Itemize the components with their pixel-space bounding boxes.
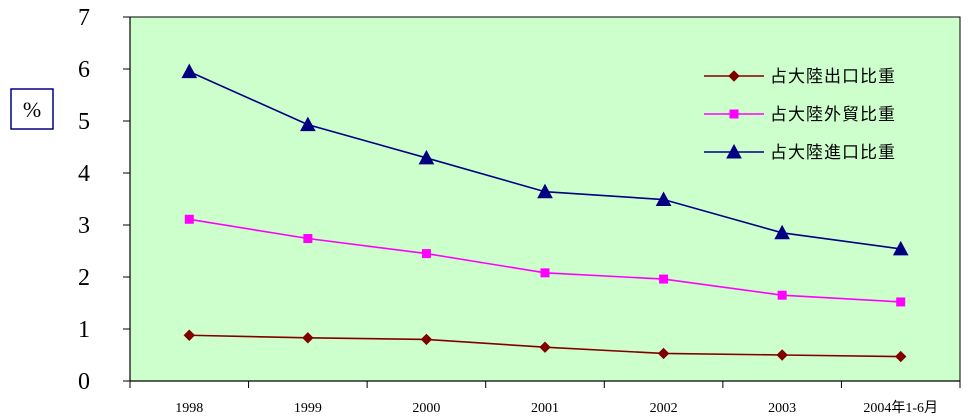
- series-2: [184, 214, 906, 307]
- data-point-triangle: [300, 116, 316, 132]
- data-point-triangle: [181, 63, 198, 79]
- legend-item: 占大陸進口比重: [704, 143, 896, 163]
- data-point-square: [777, 290, 787, 300]
- y-tick-label: 6: [78, 57, 90, 83]
- axes: [123, 16, 961, 388]
- legend-marker-triangle: [726, 143, 742, 159]
- legend-item: 占大陸外貿比重: [704, 105, 896, 125]
- series-1: [183, 329, 907, 363]
- legend-item: 占大陸出口比重: [704, 67, 896, 87]
- data-point-square: [540, 268, 550, 278]
- data-point-diamond: [183, 329, 195, 341]
- legend-marker-diamond: [728, 70, 740, 82]
- x-tick-labels: 1998 1999 2000 2001 2002 2003 2004年1-6月: [175, 400, 938, 416]
- y-tick-label: 7: [78, 5, 90, 31]
- x-tick-label: 2002: [650, 401, 678, 416]
- data-point-triangle: [537, 183, 553, 199]
- x-tick-label: 2004年1-6月: [863, 400, 938, 416]
- x-tick-label: 1999: [294, 401, 322, 416]
- legend-label: 占大陸出口比重: [770, 67, 896, 87]
- x-tick-label: 2003: [768, 401, 796, 416]
- y-tick-label: 3: [78, 213, 90, 239]
- y-tick-label: 2: [78, 265, 90, 291]
- data-point-square: [184, 214, 194, 224]
- legend-label: 占大陸外貿比重: [770, 105, 896, 125]
- plot-area: [129, 16, 961, 382]
- legend-label: 占大陸進口比重: [770, 143, 896, 163]
- x-tick-label: 2001: [531, 401, 559, 416]
- y-tick-label: 5: [78, 109, 90, 135]
- y-axis-unit-label: %: [23, 97, 41, 122]
- data-point-triangle: [655, 191, 672, 207]
- data-point-diamond: [302, 332, 314, 344]
- data-point-square: [896, 297, 906, 307]
- y-axis-unit-box: [10, 88, 54, 130]
- data-point-diamond: [657, 347, 670, 360]
- x-tick-label: 1998: [175, 401, 203, 416]
- data-point-triangle: [774, 224, 790, 240]
- y-tick-labels: 0 1 2 3 4 5 6 7: [78, 5, 90, 395]
- data-point-diamond: [776, 349, 788, 361]
- legend-marker-square: [729, 109, 739, 119]
- data-point-square: [659, 274, 669, 284]
- x-tick-label: 2000: [412, 401, 440, 416]
- y-tick-label: 1: [78, 317, 90, 343]
- data-point-diamond: [420, 333, 433, 346]
- series-3: [181, 63, 909, 256]
- y-tick-label: 4: [78, 161, 90, 187]
- data-point-triangle: [418, 149, 435, 165]
- y-axis-unit: %: [10, 88, 54, 130]
- data-point-square: [421, 249, 431, 259]
- data-point-triangle: [892, 240, 909, 256]
- y-tick-label: 0: [78, 369, 90, 395]
- data-point-square: [303, 234, 313, 244]
- data-point-diamond: [895, 350, 907, 363]
- data-point-diamond: [539, 341, 551, 353]
- series-layer: [181, 63, 909, 363]
